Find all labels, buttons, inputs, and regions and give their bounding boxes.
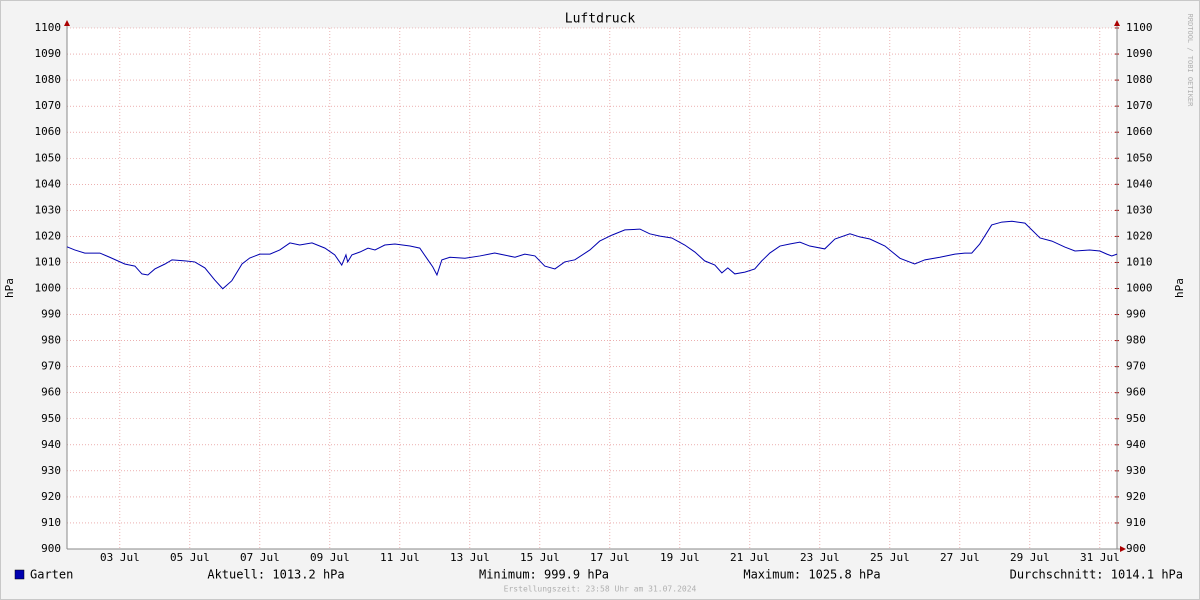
y2-tick-label: 990	[1126, 308, 1146, 321]
y2-tick-label: 1100	[1126, 21, 1153, 34]
y2-tick-label: 1040	[1126, 177, 1153, 190]
footer: Erstellungszeit: 23:58 Uhr am 31.07.2024	[504, 585, 697, 594]
y-tick-label: 980	[41, 334, 61, 347]
x-tick-label: 03 Jul	[100, 551, 140, 564]
y2-tick-label: 1030	[1126, 203, 1153, 216]
legend-swatch	[14, 569, 25, 580]
x-tick-label: 21 Jul	[730, 551, 770, 564]
x-tick-label: 07 Jul	[240, 551, 280, 564]
y2-tick-label: 1080	[1126, 73, 1153, 86]
y2-tick-label: 1070	[1126, 99, 1153, 112]
x-tick-label: 25 Jul	[870, 551, 910, 564]
y2-tick-label: 910	[1126, 516, 1146, 529]
y-tick-label: 1090	[35, 47, 62, 60]
y2-axis-label: hPa	[1173, 278, 1186, 298]
x-tick-label: 11 Jul	[380, 551, 420, 564]
y-tick-label: 970	[41, 360, 61, 373]
y-tick-label: 920	[41, 490, 61, 503]
y-tick-label: 1000	[35, 282, 62, 295]
y2-tick-label: 930	[1126, 464, 1146, 477]
y2-tick-label: 980	[1126, 334, 1146, 347]
legend-stat: Durchschnitt: 1014.1 hPa	[1010, 568, 1183, 582]
x-tick-label: 23 Jul	[800, 551, 840, 564]
y-tick-label: 1080	[35, 73, 62, 86]
y2-tick-label: 950	[1126, 412, 1146, 425]
y-tick-label: 940	[41, 438, 61, 451]
y2-tick-label: 920	[1126, 490, 1146, 503]
x-tick-label: 27 Jul	[940, 551, 980, 564]
y-tick-label: 1040	[35, 177, 62, 190]
y2-tick-label: 1010	[1126, 255, 1153, 268]
y2-tick-label: 1050	[1126, 151, 1153, 164]
y-tick-label: 950	[41, 412, 61, 425]
y-tick-label: 1020	[35, 229, 62, 242]
y-axis-label: hPa	[3, 278, 16, 298]
y-tick-label: 1050	[35, 151, 62, 164]
y2-tick-label: 960	[1126, 386, 1146, 399]
y-tick-label: 1030	[35, 203, 62, 216]
y-tick-label: 930	[41, 464, 61, 477]
axis-arrow	[64, 20, 70, 26]
axis-arrow	[1114, 20, 1120, 26]
x-tick-label: 05 Jul	[170, 551, 210, 564]
x-tick-label: 17 Jul	[590, 551, 630, 564]
y2-tick-label: 1000	[1126, 282, 1153, 295]
y2-tick-label: 900	[1126, 542, 1146, 555]
y-tick-label: 960	[41, 386, 61, 399]
x-tick-label: 09 Jul	[310, 551, 350, 564]
y2-tick-label: 970	[1126, 360, 1146, 373]
legend-stat: Maximum: 1025.8 hPa	[743, 568, 880, 582]
y2-tick-label: 940	[1126, 438, 1146, 451]
legend-stat: Aktuell: 1013.2 hPa	[207, 568, 344, 582]
y-tick-label: 1010	[35, 255, 62, 268]
y-tick-label: 1060	[35, 125, 62, 138]
line-series	[66, 220, 1118, 290]
legend-label: Garten	[30, 568, 73, 582]
y-tick-label: 1070	[35, 99, 62, 112]
x-tick-label: 29 Jul	[1010, 551, 1050, 564]
y-tick-label: 910	[41, 516, 61, 529]
x-tick-label: 13 Jul	[450, 551, 490, 564]
y2-tick-label: 1090	[1126, 47, 1153, 60]
y2-tick-label: 1020	[1126, 229, 1153, 242]
y2-tick-label: 1060	[1126, 125, 1153, 138]
chart-title: Luftdruck	[565, 12, 636, 27]
x-tick-label: 15 Jul	[520, 551, 560, 564]
x-tick-label: 31 Jul	[1080, 551, 1120, 564]
y-tick-label: 1100	[35, 21, 62, 34]
y-tick-label: 990	[41, 308, 61, 321]
axis-arrow	[1120, 546, 1126, 552]
x-tick-label: 19 Jul	[660, 551, 700, 564]
legend-stat: Minimum: 999.9 hPa	[479, 568, 609, 582]
y-tick-label: 900	[41, 542, 61, 555]
side-note: RRDTOOL / TOBI OETIKER	[1186, 14, 1194, 108]
